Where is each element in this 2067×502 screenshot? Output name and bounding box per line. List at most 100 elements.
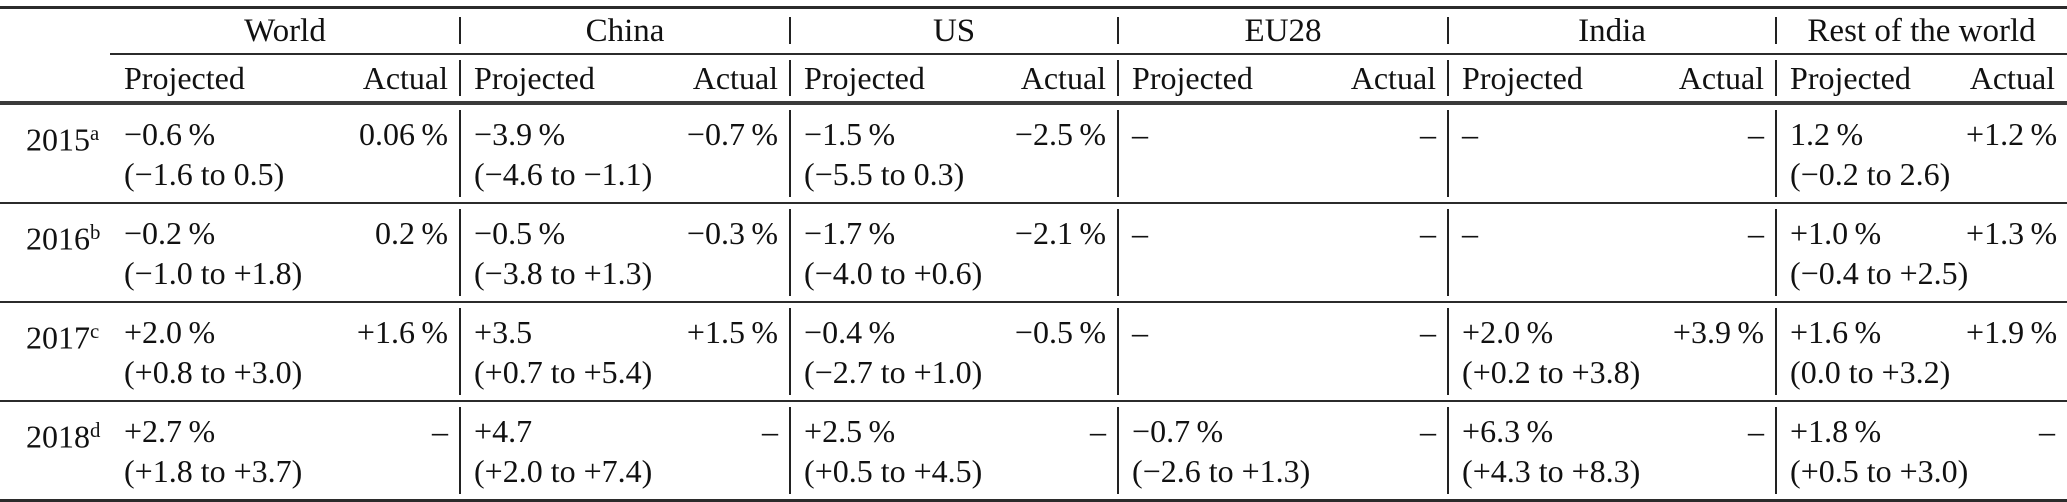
projected-range: (0.0 to +3.2) [1790,354,1951,390]
eu28-actual-cell: – [1318,202,1449,302]
projected-value: +1.0 % [1790,215,1882,251]
projected-value: +2.0 % [1462,314,1554,350]
actual-column-header-world: Actual [325,54,461,105]
rest-of-world-actual-cell: +1.3 % [1966,202,2067,302]
china-projected-cell: −3.9 % (−4.6 to −1.1) [459,103,660,203]
india-actual-cell: – [1648,202,1777,302]
row-year-2015: 2015a [0,103,110,203]
india-projected-cell: – [1447,103,1648,203]
projected-value: – [1132,215,1149,251]
table-row-2018: 2018d +2.7 % (+1.8 to +3.7) – +4.7 (+2.0 t… [0,400,2067,501]
china-projected-cell: +3.5 (+0.7 to +5.4) [459,301,661,401]
eu28-projected-cell: – [1117,301,1319,401]
us-actual-cell: −0.5 % [990,301,1119,401]
projected-value: +1.8 % [1790,413,1882,449]
china-projected-cell: +4.7 (+2.0 to +7.4) [459,400,661,501]
world-projected-cell: +2.0 % (+0.8 to +3.0) [110,301,325,401]
projected-range: (−4.6 to −1.1) [474,156,653,192]
projected-range: (−0.4 to +2.5) [1790,255,1969,291]
world-projected-cell: +2.7 % (+1.8 to +3.7) [110,400,325,501]
india-projected-cell: +6.3 % (+4.3 to +8.3) [1447,400,1649,501]
projected-value: +2.0 % [124,314,216,350]
world-actual-cell: – [325,400,461,501]
india-projected-cell: – [1447,202,1649,302]
eu28-projected-cell: −0.7 % (−2.6 to +1.3) [1117,400,1319,501]
projected-value: 1.2 % [1790,116,1864,152]
projected-value: – [1132,116,1149,152]
year-label: 2015 [26,121,90,158]
projected-column-header-eu28: Projected [1117,54,1319,105]
india-actual-cell: – [1748,116,1765,152]
rest-of-world-projected-cell: 1.2 % (−0.2 to 2.6) [1775,103,1966,203]
eu28-actual-cell: – [1420,116,1437,152]
projected-range: (−1.6 to 0.5) [124,156,285,192]
group-header-rest-of-world: Rest of the world [1775,7,2067,55]
world-actual-cell: 0.06 % [358,116,449,152]
projected-range: (−0.2 to 2.6) [1790,156,1951,192]
table-row-2016: 2016b −0.2 % (−1.0 to +1.8) 0.2 % −0.5 % (… [0,202,2067,302]
year-label: 2017 [26,319,90,356]
eu28-actual-cell: – [1318,301,1449,401]
footnote-marker: a [90,122,100,145]
eu28-projected-cell: – [1117,202,1319,302]
india-actual-cell: +3.9 % [1648,301,1777,401]
world-projected-cell: −0.6 % (−1.6 to 0.5) [110,103,325,203]
subheader-row: Projected Actual Projected Actual Projec… [0,54,2067,105]
us-actual-cell: −2.1 % [990,202,1119,302]
projected-range: (−1.0 to +1.8) [124,255,303,291]
projected-value: – [1132,314,1149,350]
world-actual-cell: 0.2 % [325,202,461,302]
projected-value: −0.5 % [474,215,566,251]
projected-range: (−2.7 to +1.0) [804,354,983,390]
rest-of-world-projected-cell: +1.8 % (+0.5 to +3.0) [1775,400,1968,501]
year-column-spacer [0,8,110,55]
group-header-eu28: EU28 [1117,7,1449,55]
projected-value: +2.5 % [804,413,896,449]
actual-column-header-china: Actual [660,54,791,105]
table-row-2017: 2017c +2.0 % (+0.8 to +3.0) +1.6 % +3.5 (+… [0,301,2067,401]
world-projected-cell: −0.2 % (−1.0 to +1.8) [110,202,325,302]
projected-range: (+4.3 to +8.3) [1462,453,1641,489]
china-actual-cell: −0.3 % [660,202,791,302]
projected-range: (+0.7 to +5.4) [474,354,653,390]
projected-column-header-rest-of-world: Projected [1775,54,1967,105]
actual-column-header-india: Actual [1648,54,1777,105]
china-actual-cell: −0.7 % [686,116,779,152]
projected-value: +3.5 [474,314,533,350]
group-header-row: World China US EU28 India Rest of the wo… [0,7,2067,55]
eu28-actual-cell: – [1318,400,1449,501]
emissions-projections-table: World China US EU28 India Rest of the wo… [0,6,2067,502]
us-actual-cell: – [990,400,1119,501]
rest-of-world-projected-cell: +1.0 % (−0.4 to +2.5) [1775,202,1969,302]
projected-range: (−2.6 to +1.3) [1132,453,1311,489]
china-projected-cell: −0.5 % (−3.8 to +1.3) [459,202,661,302]
world-actual-cell: +1.6 % [325,301,461,401]
us-actual-cell: −2.5 % [1014,116,1107,152]
eu28-projected-cell: – [1117,103,1318,203]
projected-value: +2.7 % [124,413,216,449]
year-label: 2016 [26,220,90,257]
india-actual-cell: – [1648,400,1777,501]
projected-column-header-us: Projected [789,54,991,105]
group-header-india: India [1447,7,1777,55]
us-projected-cell: −1.7 % (−4.0 to +0.6) [789,202,991,302]
projected-range: (−5.5 to 0.3) [804,156,965,192]
projected-column-header-india: Projected [1447,54,1649,105]
projected-range: (+0.2 to +3.8) [1462,354,1641,390]
projected-value: – [1462,116,1479,152]
projected-value: −1.5 % [804,116,896,152]
projected-value: −0.6 % [124,116,216,152]
group-header-us: US [789,7,1119,55]
projected-value: +1.6 % [1790,314,1882,350]
us-projected-cell: −0.4 % (−2.7 to +1.0) [789,301,991,401]
row-year-2018: 2018d [0,400,110,501]
projected-range: (−3.8 to +1.3) [474,255,653,291]
group-header-china: China [459,7,791,55]
china-actual-cell: – [660,400,791,501]
projected-value: −0.4 % [804,314,896,350]
footnote-marker: b [90,221,101,244]
projected-range: (+0.5 to +4.5) [804,453,983,489]
rest-of-world-actual-cell: – [1966,400,2067,501]
us-projected-cell: +2.5 % (+0.5 to +4.5) [789,400,991,501]
